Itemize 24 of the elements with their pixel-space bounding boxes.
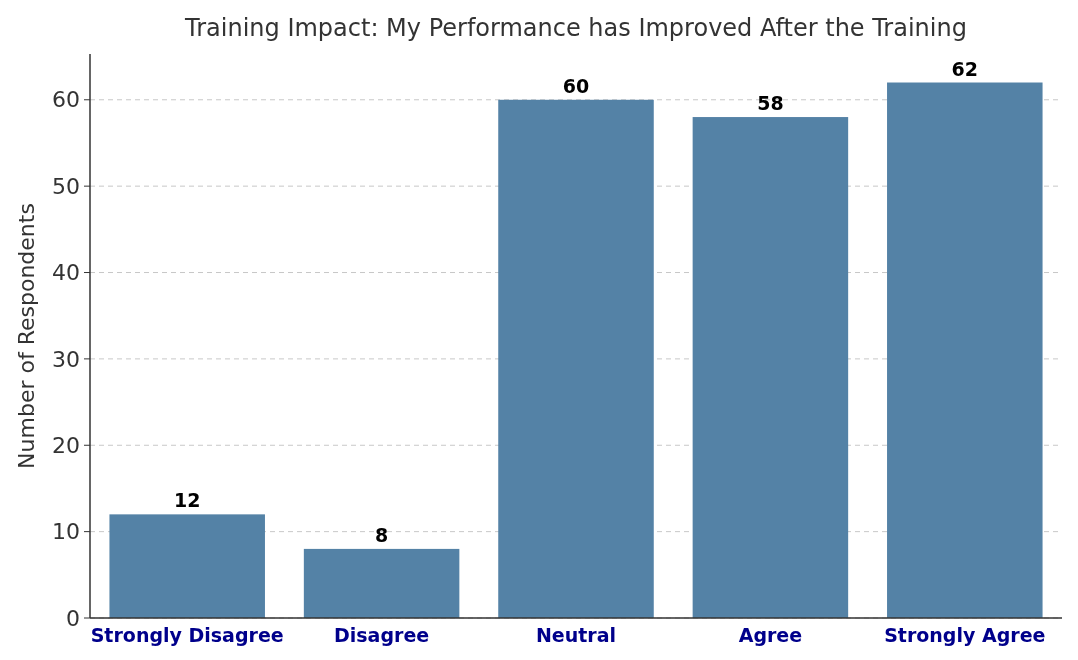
y-tick-label: 50 <box>52 173 80 199</box>
y-tick-label: 0 <box>66 605 80 631</box>
y-tick-label: 20 <box>52 432 80 458</box>
data-label: 60 <box>562 74 590 97</box>
x-tick-label: Agree <box>738 624 803 646</box>
chart-title: Training Impact: My Performance has Improved After the Training <box>184 14 967 42</box>
data-label: 58 <box>757 92 784 115</box>
y-axis-title: Number of Respondents <box>14 203 39 469</box>
x-tick-label: Neutral <box>535 624 617 646</box>
bar <box>887 82 1043 618</box>
y-tick-label: 60 <box>52 87 80 113</box>
bar <box>498 99 654 618</box>
y-tick-label: 30 <box>52 346 80 372</box>
data-label: 8 <box>374 523 389 546</box>
bar <box>303 548 460 618</box>
data-label: 62 <box>951 57 979 80</box>
x-tick-label: Strongly Agree <box>884 624 1046 646</box>
y-tick-label: 10 <box>52 519 80 545</box>
data-label: 12 <box>173 489 201 512</box>
bar <box>109 514 265 618</box>
y-tick-label: 40 <box>52 260 80 286</box>
x-tick-label: Disagree <box>334 624 430 646</box>
x-tick-label: Strongly Disagree <box>90 624 284 646</box>
bar <box>692 117 849 618</box>
